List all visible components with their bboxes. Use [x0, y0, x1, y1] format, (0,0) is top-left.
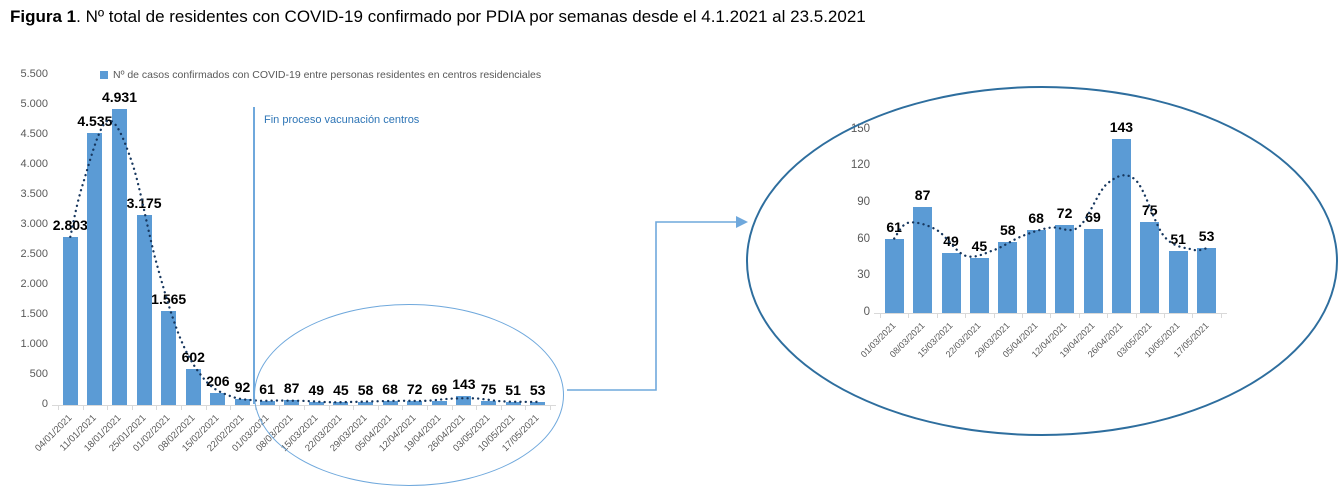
y-tick-label: 0 — [41, 398, 48, 411]
value-label: 4.931 — [101, 89, 138, 106]
y-tick-label: 5.000 — [20, 98, 48, 111]
y-tick-label: 3.000 — [20, 218, 48, 231]
x-axis-tick — [131, 406, 133, 410]
x-axis-tick — [156, 406, 158, 410]
x-axis-tick — [58, 406, 59, 410]
vaccination-note: Fin proceso vacunación centros — [264, 114, 420, 126]
y-tick-label: 4.500 — [20, 128, 48, 141]
vaccination-reference-line — [253, 107, 255, 404]
x-axis-tick — [181, 406, 182, 410]
legend-label: Nº de casos confirmados con COVID-19 ent… — [113, 69, 542, 81]
x-axis-tick — [205, 406, 207, 410]
y-tick-label: 4.000 — [20, 158, 48, 171]
y-tick-label: 1.500 — [20, 308, 48, 321]
y-tick-label: 5.500 — [20, 68, 48, 81]
x-axis-tick — [82, 406, 84, 410]
figure-number: Figura 1 — [10, 7, 77, 26]
legend: Nº de casos confirmados con COVID-19 ent… — [100, 69, 541, 81]
figure-title-text: . Nº total de residentes con COVID-19 co… — [76, 7, 866, 26]
y-tick-label: 1.000 — [20, 338, 48, 351]
figure-title: Figura 1. Nº total de residentes con COV… — [10, 7, 866, 27]
callout-ellipse-big — [746, 86, 1338, 436]
y-tick-label: 500 — [29, 368, 48, 381]
y-tick-label: 2.000 — [20, 278, 48, 291]
legend-swatch-icon — [100, 71, 108, 79]
y-tick-label: 2.500 — [20, 248, 48, 261]
y-tick-label: 3.500 — [20, 188, 48, 201]
x-axis-tick — [107, 406, 109, 410]
x-axis-tick — [230, 406, 232, 410]
callout-ellipse-small — [254, 304, 564, 486]
